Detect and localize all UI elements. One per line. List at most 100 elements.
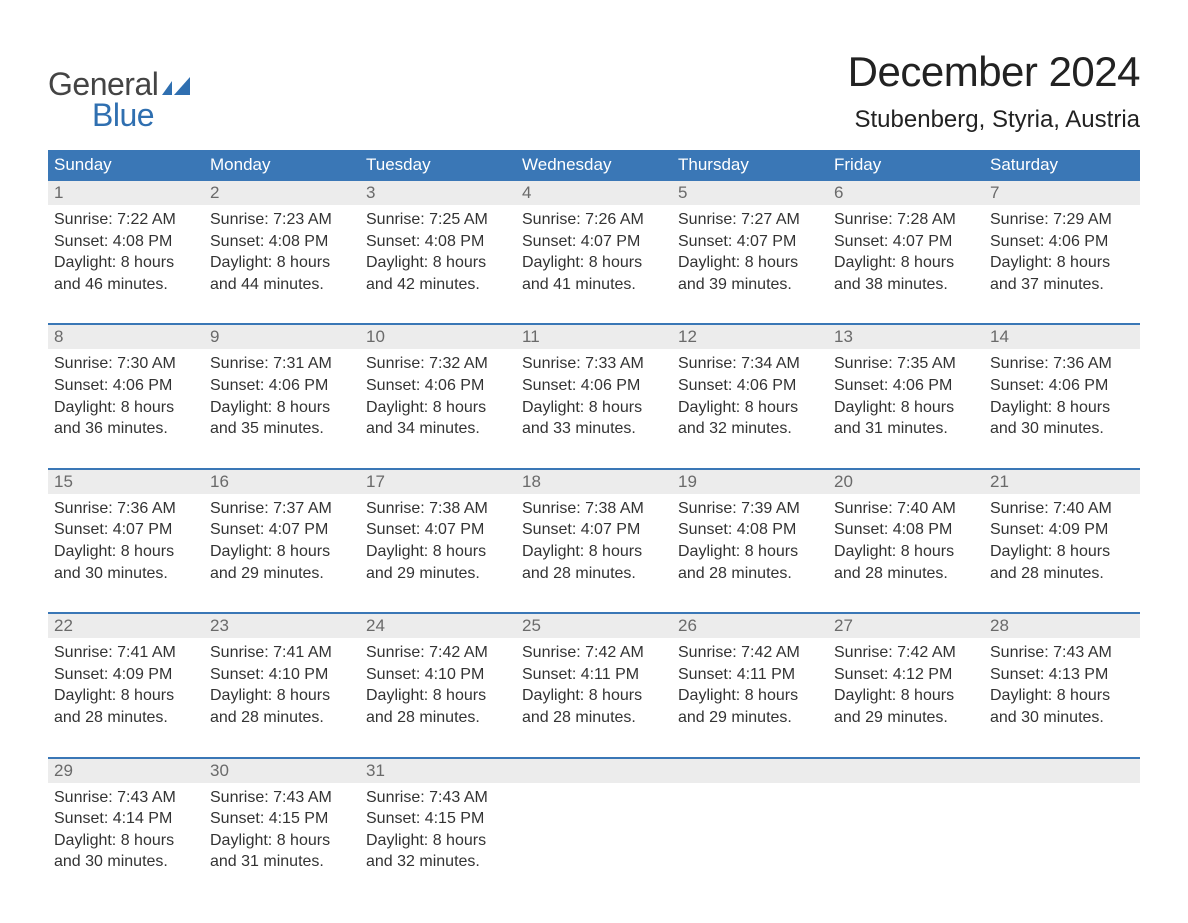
daylight-line-2: and 39 minutes. bbox=[678, 274, 822, 296]
day-cell: Sunrise: 7:25 AMSunset: 4:08 PMDaylight:… bbox=[360, 205, 516, 323]
sunset-line: Sunset: 4:08 PM bbox=[678, 519, 822, 541]
day-cell: Sunrise: 7:33 AMSunset: 4:06 PMDaylight:… bbox=[516, 349, 672, 467]
day-number: 7 bbox=[984, 181, 1140, 205]
sunset-line: Sunset: 4:06 PM bbox=[834, 375, 978, 397]
day-number: 11 bbox=[516, 325, 672, 349]
daylight-line-2: and 31 minutes. bbox=[834, 418, 978, 440]
daylight-line-2: and 29 minutes. bbox=[210, 563, 354, 585]
daylight-line-2: and 30 minutes. bbox=[54, 851, 198, 873]
day-cell: Sunrise: 7:41 AMSunset: 4:10 PMDaylight:… bbox=[204, 638, 360, 756]
day-cell: Sunrise: 7:32 AMSunset: 4:06 PMDaylight:… bbox=[360, 349, 516, 467]
day-cell: Sunrise: 7:42 AMSunset: 4:11 PMDaylight:… bbox=[516, 638, 672, 756]
daylight-line-2: and 28 minutes. bbox=[522, 707, 666, 729]
dayname-mon: Monday bbox=[204, 150, 360, 181]
day-cell: Sunrise: 7:34 AMSunset: 4:06 PMDaylight:… bbox=[672, 349, 828, 467]
sunrise-line: Sunrise: 7:35 AM bbox=[834, 353, 978, 375]
day-cell: Sunrise: 7:41 AMSunset: 4:09 PMDaylight:… bbox=[48, 638, 204, 756]
daylight-line-1: Daylight: 8 hours bbox=[990, 397, 1134, 419]
daylight-line-2: and 35 minutes. bbox=[210, 418, 354, 440]
sunset-line: Sunset: 4:06 PM bbox=[210, 375, 354, 397]
day-number: 18 bbox=[516, 470, 672, 494]
daylight-line-2: and 28 minutes. bbox=[834, 563, 978, 585]
day-cell: Sunrise: 7:36 AMSunset: 4:07 PMDaylight:… bbox=[48, 494, 204, 612]
day-number: 3 bbox=[360, 181, 516, 205]
daylight-line-2: and 36 minutes. bbox=[54, 418, 198, 440]
day-number: 30 bbox=[204, 759, 360, 783]
daylight-line-2: and 44 minutes. bbox=[210, 274, 354, 296]
daylight-line-2: and 29 minutes. bbox=[834, 707, 978, 729]
day-number: 4 bbox=[516, 181, 672, 205]
day-number: 25 bbox=[516, 614, 672, 638]
day-cell: Sunrise: 7:42 AMSunset: 4:10 PMDaylight:… bbox=[360, 638, 516, 756]
day-number: 1 bbox=[48, 181, 204, 205]
sunrise-line: Sunrise: 7:43 AM bbox=[366, 787, 510, 809]
day-number: 22 bbox=[48, 614, 204, 638]
dayname-wed: Wednesday bbox=[516, 150, 672, 181]
day-number: 10 bbox=[360, 325, 516, 349]
sunrise-line: Sunrise: 7:31 AM bbox=[210, 353, 354, 375]
sunrise-line: Sunrise: 7:26 AM bbox=[522, 209, 666, 231]
daylight-line-2: and 29 minutes. bbox=[678, 707, 822, 729]
day-cell bbox=[672, 783, 828, 883]
day-number: 19 bbox=[672, 470, 828, 494]
day-cell: Sunrise: 7:30 AMSunset: 4:06 PMDaylight:… bbox=[48, 349, 204, 467]
daylight-line-1: Daylight: 8 hours bbox=[990, 685, 1134, 707]
day-cell bbox=[516, 783, 672, 883]
header: General Blue December 2024 Stubenberg, S… bbox=[48, 48, 1140, 134]
day-number: 26 bbox=[672, 614, 828, 638]
dayname-sun: Sunday bbox=[48, 150, 204, 181]
day-number: 6 bbox=[828, 181, 984, 205]
day-cell: Sunrise: 7:31 AMSunset: 4:06 PMDaylight:… bbox=[204, 349, 360, 467]
sunrise-line: Sunrise: 7:37 AM bbox=[210, 498, 354, 520]
daylight-line-2: and 32 minutes. bbox=[678, 418, 822, 440]
sunset-line: Sunset: 4:06 PM bbox=[990, 375, 1134, 397]
daylight-line-2: and 30 minutes. bbox=[990, 418, 1134, 440]
day-number: 14 bbox=[984, 325, 1140, 349]
sunrise-line: Sunrise: 7:32 AM bbox=[366, 353, 510, 375]
daylight-line-1: Daylight: 8 hours bbox=[678, 252, 822, 274]
sunrise-line: Sunrise: 7:34 AM bbox=[678, 353, 822, 375]
sunset-line: Sunset: 4:15 PM bbox=[210, 808, 354, 830]
sunrise-line: Sunrise: 7:43 AM bbox=[990, 642, 1134, 664]
day-cell: Sunrise: 7:27 AMSunset: 4:07 PMDaylight:… bbox=[672, 205, 828, 323]
day-cell: Sunrise: 7:43 AMSunset: 4:15 PMDaylight:… bbox=[360, 783, 516, 883]
day-cell: Sunrise: 7:37 AMSunset: 4:07 PMDaylight:… bbox=[204, 494, 360, 612]
sunset-line: Sunset: 4:07 PM bbox=[834, 231, 978, 253]
sunrise-line: Sunrise: 7:41 AM bbox=[210, 642, 354, 664]
daylight-line-1: Daylight: 8 hours bbox=[54, 685, 198, 707]
daylight-line-1: Daylight: 8 hours bbox=[210, 397, 354, 419]
day-number: 16 bbox=[204, 470, 360, 494]
sunset-line: Sunset: 4:11 PM bbox=[678, 664, 822, 686]
logo: General Blue bbox=[48, 60, 190, 134]
title-block: December 2024 Stubenberg, Styria, Austri… bbox=[848, 48, 1140, 134]
sunset-line: Sunset: 4:06 PM bbox=[990, 231, 1134, 253]
day-number: 23 bbox=[204, 614, 360, 638]
daylight-line-1: Daylight: 8 hours bbox=[834, 541, 978, 563]
daylight-line-2: and 28 minutes. bbox=[366, 707, 510, 729]
day-cell: Sunrise: 7:43 AMSunset: 4:13 PMDaylight:… bbox=[984, 638, 1140, 756]
daylight-line-2: and 41 minutes. bbox=[522, 274, 666, 296]
day-number bbox=[984, 759, 1140, 783]
daylight-line-2: and 42 minutes. bbox=[366, 274, 510, 296]
day-number: 13 bbox=[828, 325, 984, 349]
sunset-line: Sunset: 4:06 PM bbox=[366, 375, 510, 397]
day-number: 9 bbox=[204, 325, 360, 349]
dayname-row: Sunday Monday Tuesday Wednesday Thursday… bbox=[48, 150, 1140, 181]
sunrise-line: Sunrise: 7:22 AM bbox=[54, 209, 198, 231]
daylight-line-1: Daylight: 8 hours bbox=[834, 685, 978, 707]
daylight-line-2: and 33 minutes. bbox=[522, 418, 666, 440]
daylight-line-1: Daylight: 8 hours bbox=[210, 541, 354, 563]
sunset-line: Sunset: 4:06 PM bbox=[522, 375, 666, 397]
sunset-line: Sunset: 4:08 PM bbox=[210, 231, 354, 253]
daylight-line-2: and 32 minutes. bbox=[366, 851, 510, 873]
daylight-line-2: and 30 minutes. bbox=[54, 563, 198, 585]
daylight-line-1: Daylight: 8 hours bbox=[366, 830, 510, 852]
day-body-row: Sunrise: 7:22 AM Sunset: 4:08 PM Daylight:… bbox=[48, 205, 1140, 323]
sunset-line: Sunset: 4:07 PM bbox=[210, 519, 354, 541]
day-cell: Sunrise: 7:43 AMSunset: 4:14 PMDaylight:… bbox=[48, 783, 204, 883]
day-cell: Sunrise: 7:40 AMSunset: 4:09 PMDaylight:… bbox=[984, 494, 1140, 612]
daylight-line-2: and 28 minutes. bbox=[210, 707, 354, 729]
daylight-line-1: Daylight: 8 hours bbox=[54, 252, 198, 274]
day-cell: Sunrise: 7:22 AMSunset: 4:08 PMDaylight:… bbox=[48, 205, 204, 323]
sunrise-line: Sunrise: 7:25 AM bbox=[366, 209, 510, 231]
